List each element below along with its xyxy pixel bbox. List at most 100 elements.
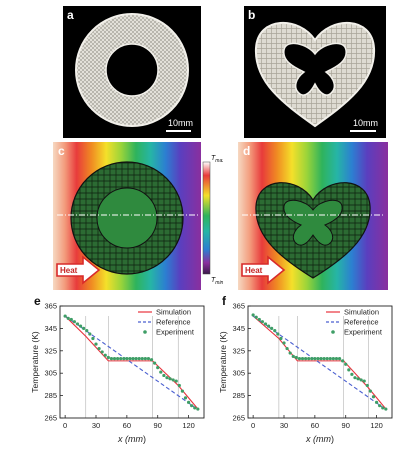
x-tick-label: 60 <box>311 421 319 430</box>
experiment-point <box>146 357 151 361</box>
experiment-point <box>350 372 354 376</box>
thermal-field-ring: Heat Tmax Tmin <box>53 142 225 290</box>
panel-label-e: e <box>34 294 41 308</box>
x-axis-label: x (mm) <box>305 434 334 444</box>
simulation-line <box>64 315 200 411</box>
legend-entry: Simulation <box>156 308 191 317</box>
experiment-point <box>82 326 86 330</box>
y-tick-label: 365 <box>44 302 57 311</box>
x-axis-label-unit: mm <box>128 434 143 444</box>
legend-entry: Reference <box>344 318 379 327</box>
experiment-point <box>257 317 261 322</box>
experiment-point <box>69 317 73 322</box>
experiment-point <box>297 357 302 361</box>
experiment-point <box>85 329 89 333</box>
experiment-point <box>78 324 83 328</box>
y-axis-label: Temperature (K) <box>30 331 40 393</box>
x-tick-label: 120 <box>370 421 383 430</box>
experiment-point <box>196 407 200 411</box>
experiment-point <box>273 329 277 333</box>
experiment-point <box>374 400 379 404</box>
experiment-point <box>310 357 314 361</box>
experiment-point <box>263 322 268 326</box>
experiment-point <box>131 357 135 361</box>
experiment-point <box>140 357 144 361</box>
experiment-point <box>125 357 129 361</box>
experiment-point <box>344 362 348 366</box>
y-tick-label: 265 <box>44 414 57 423</box>
experiment-point <box>378 404 382 408</box>
experiment-point <box>159 370 163 374</box>
experiment-point <box>371 395 376 399</box>
experiment-point <box>106 355 110 360</box>
panel-label-a: a <box>67 8 74 22</box>
experiment-point <box>328 357 332 361</box>
legend-entry: Experiment <box>156 328 195 337</box>
legend-swatch-experiment <box>331 330 335 334</box>
experiment-point <box>362 379 366 383</box>
y-tick-label: 365 <box>232 302 245 311</box>
x-tick-label: 30 <box>92 421 100 430</box>
experiment-point <box>270 326 274 330</box>
experiment-point <box>381 406 385 410</box>
colorbar-min-label: Tmin <box>211 277 223 286</box>
experiment-point <box>100 350 104 354</box>
experiment-point <box>300 357 305 361</box>
experiment-point <box>183 396 188 400</box>
experiment-point <box>291 354 295 358</box>
experiment-point <box>91 336 95 341</box>
legend-entry: Simulation <box>344 308 379 317</box>
experiment-point <box>177 383 181 388</box>
experiment-point <box>88 332 92 336</box>
experiment-point <box>137 357 141 361</box>
x-tick-label: 60 <box>123 421 131 430</box>
experiment-point <box>153 361 157 365</box>
experiment-point <box>128 357 132 361</box>
experiment-point <box>266 324 271 328</box>
experiment-point <box>282 341 286 345</box>
experiment-point <box>276 332 280 336</box>
experiment-point <box>156 366 160 370</box>
colorbar <box>202 161 211 275</box>
panel-label-f: f <box>222 294 226 308</box>
experiment-point <box>162 373 166 378</box>
y-tick-label: 325 <box>44 346 57 355</box>
experiment-point <box>174 379 178 383</box>
experiment-point <box>190 404 194 408</box>
experiment-point <box>294 355 298 360</box>
experiment-point <box>325 357 329 361</box>
experiment-point <box>334 357 339 361</box>
x-axis-label-prefix: x ( <box>117 434 129 444</box>
experiment-point <box>260 320 264 324</box>
experiment-point <box>168 377 172 381</box>
experiment-point <box>353 376 357 380</box>
experiment-point <box>359 378 363 382</box>
plot-frame <box>59 305 205 419</box>
ring-sample-image <box>75 13 191 132</box>
x-axis-label-suffix: ) <box>143 434 146 444</box>
x-axis-label-unit: mm <box>316 434 331 444</box>
y-tick-label: 285 <box>44 391 57 400</box>
experiment-point <box>307 357 311 361</box>
panel-label-c: c <box>58 144 65 158</box>
experiment-point <box>356 377 360 381</box>
experiment-point <box>63 314 67 318</box>
experiment-point <box>279 336 283 341</box>
experiment-point <box>304 357 308 361</box>
experiment-point <box>319 357 323 361</box>
experiment-point <box>66 316 70 320</box>
panel-c-thermal-map: Heat Tmax Tmin c <box>53 142 225 290</box>
x-tick-label: 90 <box>342 421 350 430</box>
experiment-point <box>368 389 372 393</box>
legend-entry: Experiment <box>344 328 383 337</box>
experiment-point <box>122 357 126 361</box>
panel-label-d: d <box>243 144 251 158</box>
y-tick-label: 305 <box>44 369 57 378</box>
y-tick-label: 305 <box>232 369 245 378</box>
experiment-point <box>119 357 123 361</box>
experiment-point <box>103 353 107 357</box>
heat-arrow-icon <box>241 255 286 285</box>
experiment-point <box>186 400 191 404</box>
experiment-point <box>254 315 258 319</box>
x-tick-label: 0 <box>251 421 255 430</box>
